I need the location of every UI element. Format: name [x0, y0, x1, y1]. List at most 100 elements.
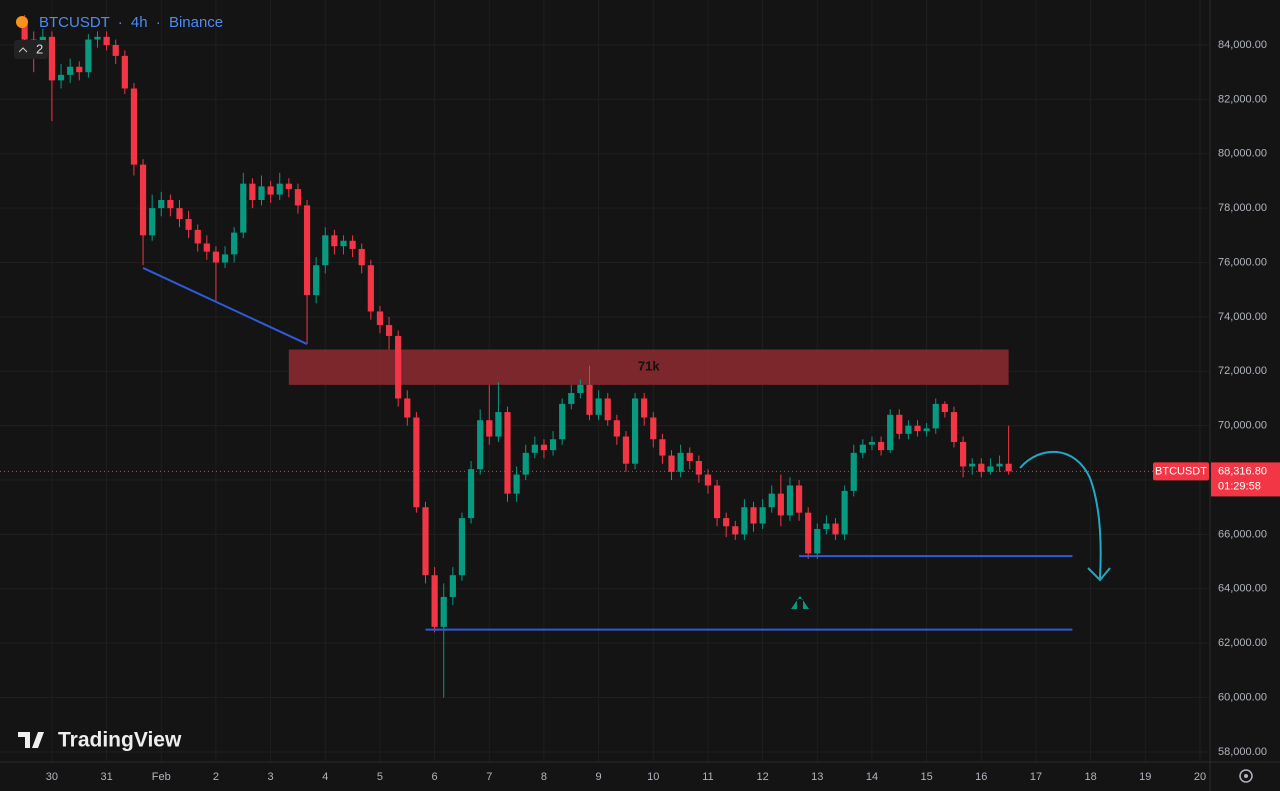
candle-body	[887, 414, 894, 451]
candle-body	[650, 417, 657, 440]
candle-body	[513, 474, 520, 494]
candle-body	[805, 512, 812, 554]
candle-body	[467, 469, 475, 519]
candle-body	[331, 235, 338, 247]
candle-body	[969, 463, 976, 467]
y-tick-label: 74,000.00	[1218, 311, 1267, 323]
candle-body	[376, 311, 384, 326]
candle-body	[832, 523, 839, 535]
settings-icon[interactable]	[1239, 769, 1253, 783]
indicator-count: 2	[36, 41, 43, 56]
candle-body	[167, 199, 174, 209]
candle-body	[431, 575, 438, 627]
candle-body	[723, 518, 730, 527]
y-tick-label: 72,000.00	[1218, 365, 1267, 377]
candle-body	[713, 485, 721, 519]
candle-body	[486, 420, 493, 437]
candle-body	[932, 403, 939, 429]
candle-body	[85, 39, 92, 73]
logo-icon	[18, 732, 44, 748]
last-price-box	[1211, 462, 1280, 497]
candle-body	[704, 474, 712, 486]
symbol-tag: BTCUSDT	[1155, 465, 1207, 477]
candle-body	[112, 44, 119, 56]
candle-body	[613, 420, 620, 437]
candle-body	[595, 398, 602, 415]
candle-body	[923, 428, 930, 432]
candle-body	[677, 452, 684, 472]
candle-body	[686, 452, 693, 462]
candle-body	[659, 439, 666, 456]
candle-body	[322, 235, 329, 266]
candle-body	[622, 436, 630, 464]
symbol-tag-box	[1153, 462, 1209, 481]
candle-body	[732, 526, 739, 535]
x-tick-label: 10	[647, 771, 659, 783]
y-tick-label: 64,000.00	[1218, 583, 1267, 595]
candle-body	[48, 36, 56, 81]
candle-body	[285, 183, 292, 190]
x-tick-label: 14	[866, 771, 878, 783]
candle-body	[258, 186, 265, 200]
candle-body	[950, 412, 958, 442]
candle-body	[413, 417, 420, 508]
candle-body	[340, 240, 347, 247]
candle-body	[668, 455, 675, 472]
x-tick-label: 18	[1085, 771, 1097, 783]
interval: 4h	[131, 14, 148, 31]
x-tick-label: 4	[322, 771, 328, 783]
candle-body	[759, 507, 766, 524]
candle-body	[422, 507, 429, 576]
zone	[288, 349, 1009, 385]
candle-body	[695, 461, 702, 475]
candle-body	[185, 219, 192, 230]
drawing-line	[142, 267, 308, 345]
y-tick-label: 60,000.00	[1218, 691, 1267, 703]
y-tick-label: 78,000.00	[1218, 202, 1267, 214]
x-tick-label: 30	[46, 771, 58, 783]
candle-body	[905, 425, 912, 434]
candle-body	[522, 452, 529, 475]
candle-body	[176, 208, 183, 220]
countdown: 01:29:58	[1218, 480, 1261, 492]
candle-body	[877, 441, 885, 451]
watermark: TradingView	[58, 729, 182, 752]
indicator-toggle[interactable]	[14, 40, 48, 59]
y-tick-label: 70,000.00	[1218, 420, 1267, 432]
separator: ·	[156, 14, 161, 31]
candle-body	[294, 189, 302, 206]
last-price-label: 68,316.80	[1218, 465, 1267, 477]
settings-icon-center	[1244, 774, 1248, 778]
candle-body	[987, 466, 994, 472]
candle-body	[823, 523, 830, 529]
y-tick-label: 82,000.00	[1218, 93, 1267, 105]
symbol: BTCUSDT	[39, 14, 110, 31]
candle-body	[449, 575, 456, 597]
candle-body	[549, 439, 557, 451]
candle-body	[358, 248, 365, 266]
candle-body	[540, 444, 548, 451]
candle-body	[531, 444, 538, 453]
y-tick-label: 62,000.00	[1218, 637, 1267, 649]
candle-body	[641, 398, 648, 418]
candle-body	[103, 36, 110, 45]
candle-body	[194, 229, 201, 244]
curved-arrow-head	[1087, 567, 1111, 582]
collapse-icon	[18, 47, 28, 53]
x-tick-label: 16	[975, 771, 987, 783]
y-tick-label: 80,000.00	[1218, 148, 1267, 160]
candle-body	[750, 507, 757, 524]
x-tick-label: 8	[541, 771, 547, 783]
candle-body	[440, 596, 447, 627]
candle-body	[149, 208, 156, 236]
exchange: Binance	[169, 14, 223, 31]
candle-body	[604, 398, 611, 421]
x-tick-label: 3	[268, 771, 274, 783]
candle-body	[158, 199, 165, 209]
candle-body	[212, 251, 220, 263]
candle-body	[586, 384, 593, 415]
x-tick-label: 7	[486, 771, 492, 783]
candle-body	[631, 398, 639, 464]
candle-body	[504, 412, 511, 494]
